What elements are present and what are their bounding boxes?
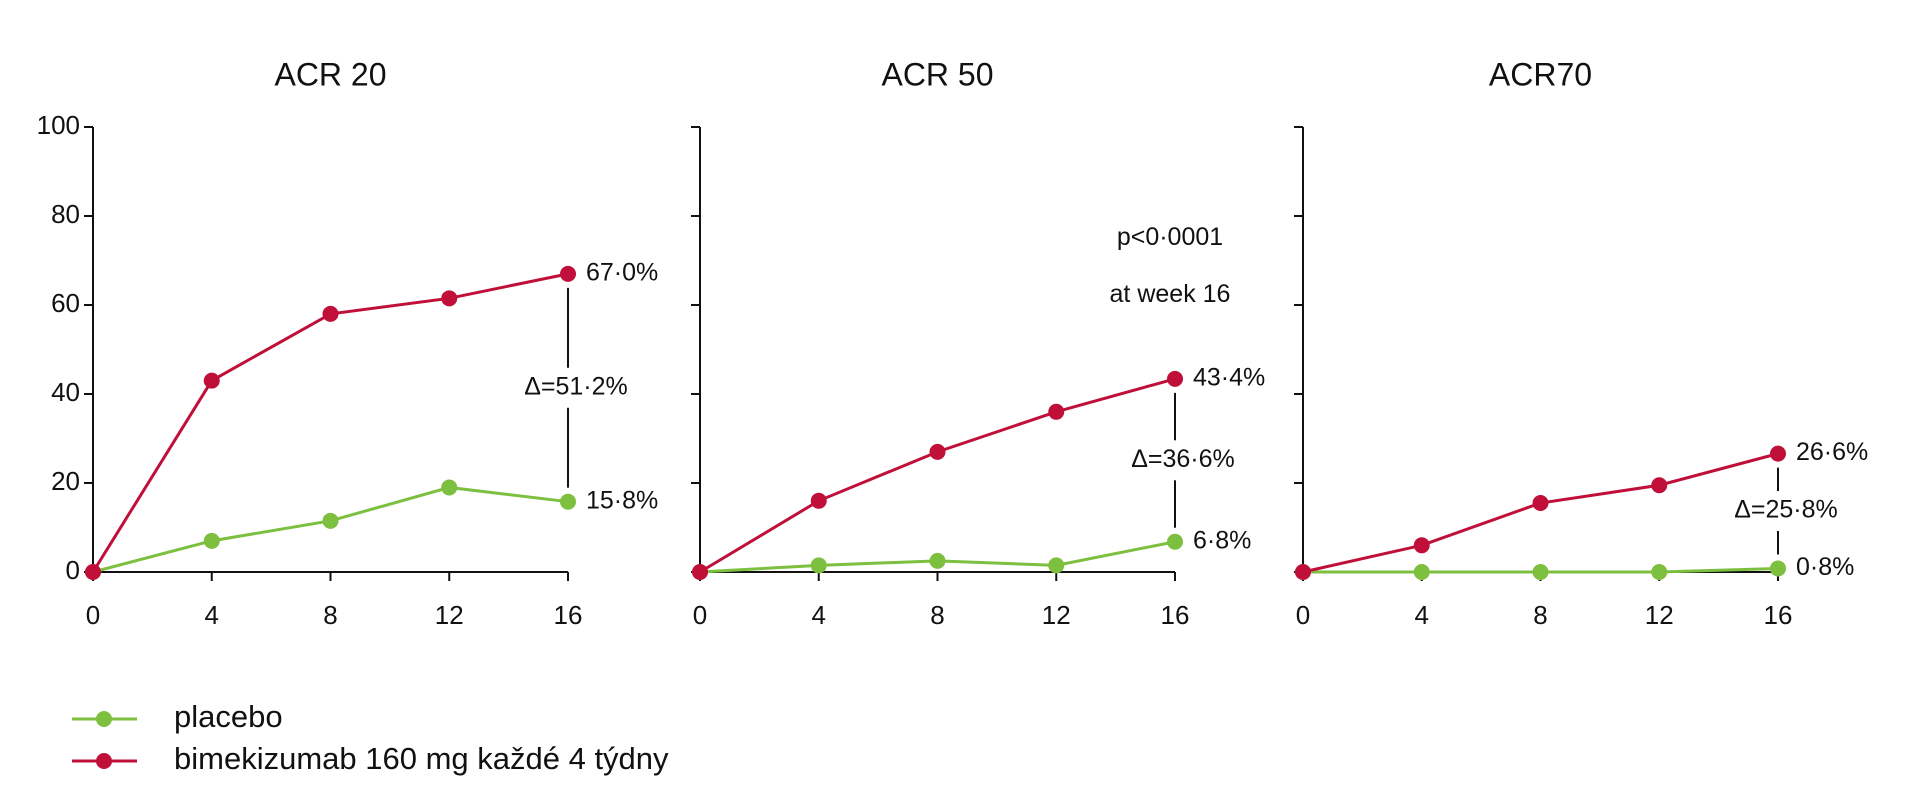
value-label: 15·8%: [586, 486, 658, 514]
x-tick-label: 4: [205, 600, 219, 630]
point: [1770, 560, 1786, 577]
x-tick-label: 16: [1161, 600, 1190, 630]
x-tick-label: 8: [323, 600, 337, 630]
point: [203, 372, 220, 389]
x-tick-label: 12: [1042, 600, 1071, 630]
x-tick-label: 12: [1645, 600, 1674, 630]
point: [1651, 564, 1668, 580]
point: [929, 552, 946, 569]
point: [1048, 557, 1065, 574]
point: [1532, 564, 1549, 580]
point: [1413, 537, 1430, 554]
annotation: p<0·0001: [1117, 223, 1223, 251]
y-tick-label: 40: [51, 377, 80, 407]
x-tick-label: 12: [435, 600, 464, 630]
series-line: bimekizumab 160 mg každé 4 týdny: [699, 377, 1176, 574]
point: [441, 479, 458, 496]
x-tick-label: 8: [930, 600, 944, 630]
point: [322, 305, 339, 322]
x-tick-label: 16: [554, 600, 583, 630]
legend-marker: [96, 711, 112, 727]
y-tick-label: 0: [66, 555, 80, 585]
point: [322, 512, 339, 529]
value-label: 43·4%: [1193, 363, 1265, 391]
point: [1770, 445, 1786, 462]
legend-label: bimekizumab 160 mg každé 4 týdny: [174, 741, 669, 776]
point: [810, 492, 827, 509]
value-label: 0·8%: [1796, 553, 1854, 581]
value-label: 26·6%: [1796, 438, 1868, 466]
difference-label: Δ=25·8%: [1734, 496, 1838, 524]
point: [441, 290, 458, 307]
series-line: bimekizumab 160 mg každé 4 týdny: [1302, 452, 1779, 574]
annotation: at week 16: [1110, 280, 1231, 308]
y-tick-label: 60: [51, 288, 80, 318]
chart-title: ACR 20: [274, 56, 386, 92]
x-tick-label: 8: [1533, 600, 1547, 630]
chart-title: ACR70: [1489, 56, 1592, 92]
point: [1295, 564, 1311, 580]
y-tick-label: 80: [51, 199, 80, 229]
point: [692, 564, 708, 580]
point: [560, 265, 576, 282]
series-line: placebo: [92, 485, 569, 574]
point: [560, 493, 576, 510]
difference-label: Δ=36·6%: [1131, 445, 1235, 473]
legend-label: placebo: [174, 699, 283, 734]
difference-label: Δ=51·2%: [524, 372, 628, 400]
value-label: 6·8%: [1193, 526, 1251, 554]
point: [203, 532, 220, 549]
point: [1167, 533, 1183, 550]
y-tick-label: 100: [37, 110, 80, 140]
x-tick-label: 0: [86, 600, 100, 630]
point: [1048, 403, 1065, 420]
point: [929, 443, 946, 460]
point: [1413, 564, 1430, 580]
x-tick-label: 4: [1415, 600, 1429, 630]
point: [1532, 495, 1549, 512]
x-tick-label: 4: [812, 600, 826, 630]
chart-title: ACR 50: [881, 56, 993, 92]
x-tick-label: 0: [1296, 600, 1310, 630]
point: [810, 557, 827, 574]
x-tick-label: 16: [1764, 600, 1793, 630]
y-tick-label: 20: [51, 466, 80, 496]
value-label: 67·0%: [586, 258, 658, 286]
point: [1167, 370, 1183, 387]
legend-marker: [96, 753, 112, 769]
x-tick-label: 0: [693, 600, 707, 630]
point: [85, 564, 101, 580]
point: [1651, 477, 1668, 494]
